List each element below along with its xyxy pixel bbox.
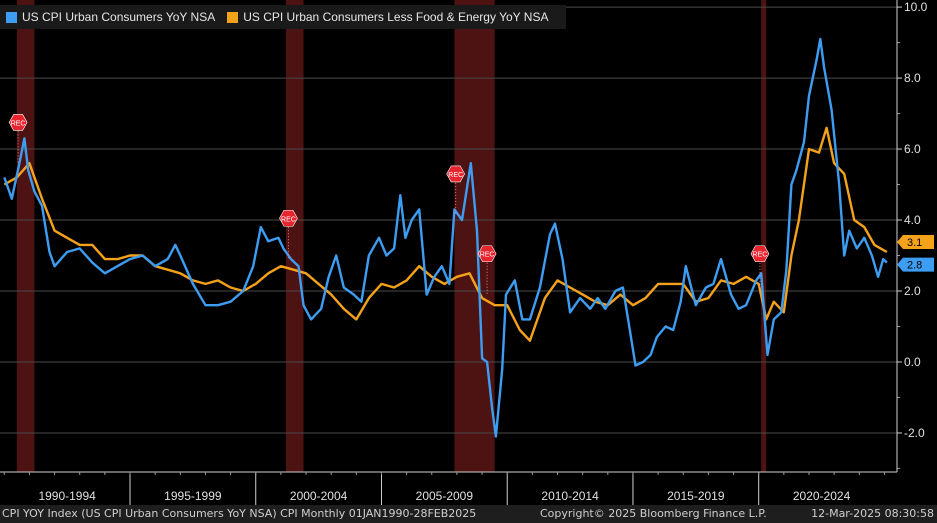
recession-band [454,0,495,472]
rec-marker-label: REC [448,172,463,179]
rec-marker [8,114,28,131]
y-tick-label: 8.0 [904,71,921,85]
legend: US CPI Urban Consumers YoY NSA US CPI Ur… [0,5,567,29]
rec-marker [750,245,770,263]
x-tick-label: 2015-2019 [667,489,725,503]
series-lines [3,37,888,438]
y-tick-label: -2.0 [904,426,925,440]
series-line-core-cpi [3,126,888,342]
legend-swatch-cpi [6,11,17,23]
series-line-cpi [3,37,888,438]
grid-lines [0,6,897,434]
y-tick-label: 10.0 [904,0,928,14]
y-tick-label: 4.0 [904,213,921,227]
rec-marker-label: REC [11,120,26,127]
recession-bands [16,0,767,472]
x-tick-label: 2000-2004 [290,489,348,503]
recession-band [16,0,35,472]
recession-band [285,0,304,472]
footer-bar: CPI YOY Index (US CPI Urban Consumers Yo… [0,505,937,523]
x-tick-label: 2020-2024 [793,489,851,503]
rec-marker [477,245,497,263]
y-tick-label: 6.0 [904,142,921,156]
x-tick-label: 1990-1994 [38,489,96,503]
y-tick-label: 0.0 [904,355,921,369]
rec-marker-label: REC [480,252,495,259]
last-value-label-core-cpi: 3.1 [907,237,922,249]
legend-item-core-cpi: US CPI Urban Consumers Less Food & Energ… [227,10,548,24]
x-tick-label: 2005-2009 [416,489,474,503]
rec-marker-label: REC [281,216,296,223]
legend-label-core-cpi: US CPI Urban Consumers Less Food & Energ… [243,10,549,24]
recession-band [761,0,767,472]
rec-marker [279,209,298,227]
recession-markers: REC REC REC REC REC [8,114,770,294]
rec-marker-label: REC [753,252,768,259]
last-value-tag-core-cpi [897,234,934,249]
axes: -2.0 0.0 2.0 4.0 6.0 8.0 10.0 1990-1994 1995-199… [0,0,934,505]
legend-swatch-core-cpi [227,11,239,23]
footer-copyright: Copyright© 2025 Bloomberg Finance L.P. [540,507,767,520]
y-tick-label: 2.0 [904,284,921,298]
last-value-label-cpi: 2.8 [907,260,922,272]
x-tick-label: 1995-1999 [164,489,222,503]
rec-marker [446,165,466,183]
x-tick-label: 2010-2014 [541,489,599,503]
footer-timestamp: 12-Mar-2025 08:30:58 [811,507,934,520]
cpi-line-chart: REC REC REC REC REC -2.0 0.0 2.0 4.0 6.0 8.0 10.0 1… [0,0,934,505]
last-value-tag-cpi [897,257,934,272]
plot-background [0,0,897,505]
legend-item-cpi: US CPI Urban Consumers YoY NSA [6,10,215,24]
legend-label-cpi: US CPI Urban Consumers YoY NSA [22,10,216,24]
footer-source: CPI YOY Index (US CPI Urban Consumers Yo… [2,507,477,520]
